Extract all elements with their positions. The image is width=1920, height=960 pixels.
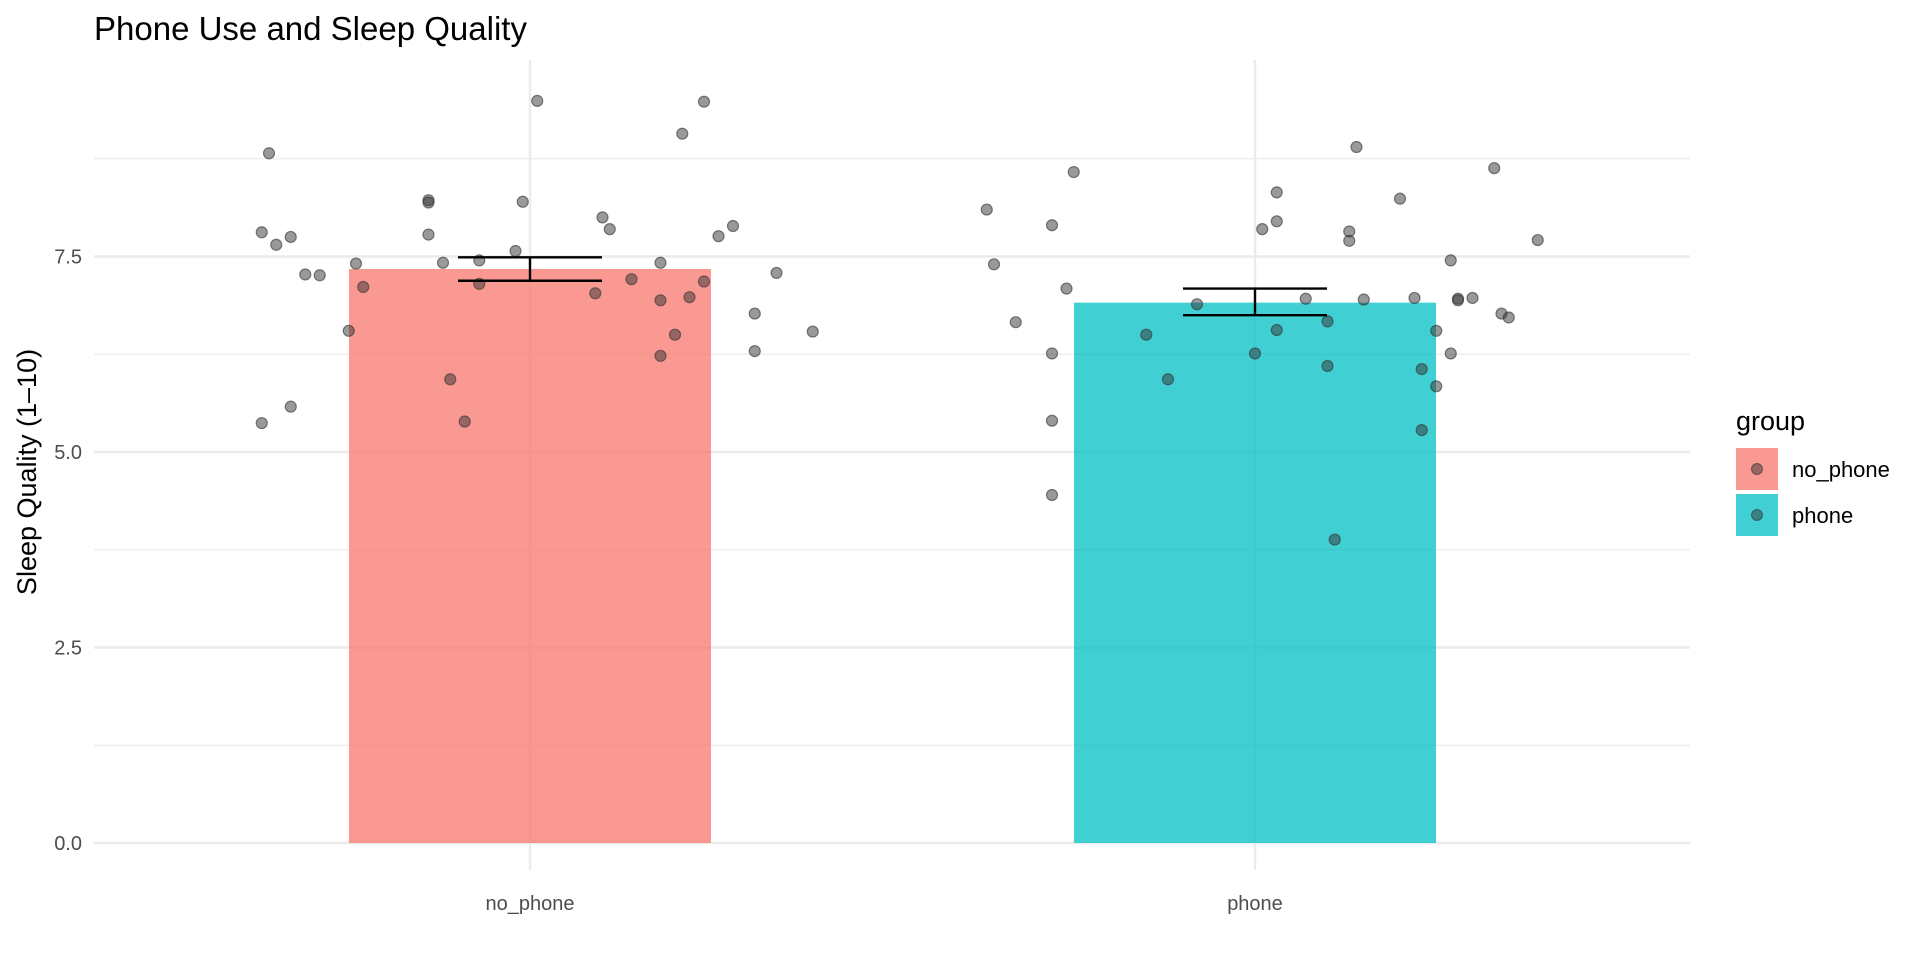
data-point — [1045, 488, 1059, 502]
y-tick-label: 2.5 — [54, 638, 82, 660]
data-point — [654, 294, 667, 307]
data-point — [654, 256, 667, 269]
data-point — [1350, 140, 1363, 154]
data-point — [1466, 291, 1479, 305]
data-point — [458, 415, 471, 428]
data-point — [1531, 233, 1544, 247]
data-point — [676, 127, 689, 140]
data-point — [1067, 165, 1080, 179]
data-point — [589, 287, 602, 300]
data-point — [436, 256, 450, 269]
data-point — [1321, 359, 1334, 373]
point-layer — [255, 94, 1544, 546]
data-point — [444, 373, 457, 386]
data-point — [1451, 294, 1465, 307]
data-point — [1488, 162, 1501, 175]
data-point — [284, 230, 297, 244]
data-point — [1444, 254, 1457, 267]
data-point — [1161, 373, 1175, 386]
data-point — [654, 349, 667, 362]
data-point — [712, 230, 725, 243]
bar-phone — [1074, 302, 1436, 843]
data-point — [980, 203, 993, 216]
data-point — [726, 219, 740, 233]
data-point — [1009, 316, 1022, 329]
data-point — [299, 268, 312, 281]
data-point — [596, 211, 609, 224]
data-point — [531, 94, 544, 107]
bar-no-phone — [349, 269, 711, 844]
data-point — [1248, 347, 1262, 360]
data-point — [255, 226, 268, 239]
data-point — [422, 228, 435, 241]
data-point — [770, 266, 783, 280]
data-point — [806, 325, 819, 338]
chart-title: Phone Use and Sleep Quality — [94, 10, 527, 47]
error-layer — [458, 256, 1327, 317]
x-tick-label: no_phone — [486, 893, 575, 915]
data-point — [1444, 347, 1457, 360]
data-point — [342, 324, 355, 337]
data-point — [1045, 347, 1059, 360]
data-point — [987, 258, 1001, 271]
legend-point-phone — [1751, 509, 1763, 521]
data-point — [1140, 328, 1153, 341]
data-point — [1270, 215, 1283, 228]
data-point — [516, 195, 529, 208]
data-point — [1357, 293, 1370, 306]
data-point — [625, 273, 638, 286]
data-point — [1256, 223, 1269, 236]
data-point — [1415, 424, 1428, 437]
data-point — [697, 95, 711, 108]
legend-label-no-phone: no_phone — [1792, 457, 1890, 482]
data-point — [357, 280, 370, 294]
y-tick-label: 7.5 — [54, 247, 82, 269]
axis-layer: 0.0 2.5 5.0 7.5 no_phone phone — [54, 247, 1283, 916]
data-point — [1270, 186, 1283, 199]
data-point — [1299, 292, 1312, 305]
data-point — [683, 291, 696, 304]
data-point — [748, 345, 761, 358]
data-point — [1408, 291, 1421, 305]
data-point — [603, 223, 616, 236]
legend-title: group — [1736, 406, 1805, 436]
legend-point-no-phone — [1751, 463, 1763, 475]
data-point — [1393, 192, 1407, 205]
data-point — [313, 269, 326, 282]
data-point — [668, 328, 682, 341]
data-point — [1343, 234, 1356, 247]
data-point — [748, 307, 761, 320]
data-point — [284, 400, 297, 413]
data-point — [1430, 324, 1443, 337]
data-point — [1190, 298, 1204, 311]
grid-layer — [94, 60, 1690, 870]
data-point — [1045, 219, 1059, 232]
data-point — [1321, 315, 1334, 328]
data-point — [270, 238, 283, 251]
data-point — [1430, 380, 1443, 393]
legend-label-phone: phone — [1792, 503, 1853, 528]
data-point — [422, 196, 435, 209]
data-point — [1045, 414, 1059, 427]
y-tick-label: 0.0 — [54, 833, 82, 855]
data-point — [1415, 363, 1428, 376]
bar-layer — [349, 269, 1436, 844]
y-tick-label: 5.0 — [54, 442, 82, 464]
data-point — [1270, 323, 1283, 337]
data-point — [1328, 533, 1341, 546]
data-point — [349, 257, 363, 270]
x-tick-label: phone — [1227, 893, 1283, 915]
data-point — [697, 275, 711, 288]
data-point — [1502, 311, 1515, 324]
data-point — [255, 416, 268, 430]
y-axis-title: Sleep Quality (1–10) — [12, 349, 42, 595]
data-point — [262, 147, 276, 160]
data-point — [1060, 282, 1073, 295]
data-point — [509, 244, 522, 258]
legend: group no_phone phone — [1736, 406, 1890, 536]
